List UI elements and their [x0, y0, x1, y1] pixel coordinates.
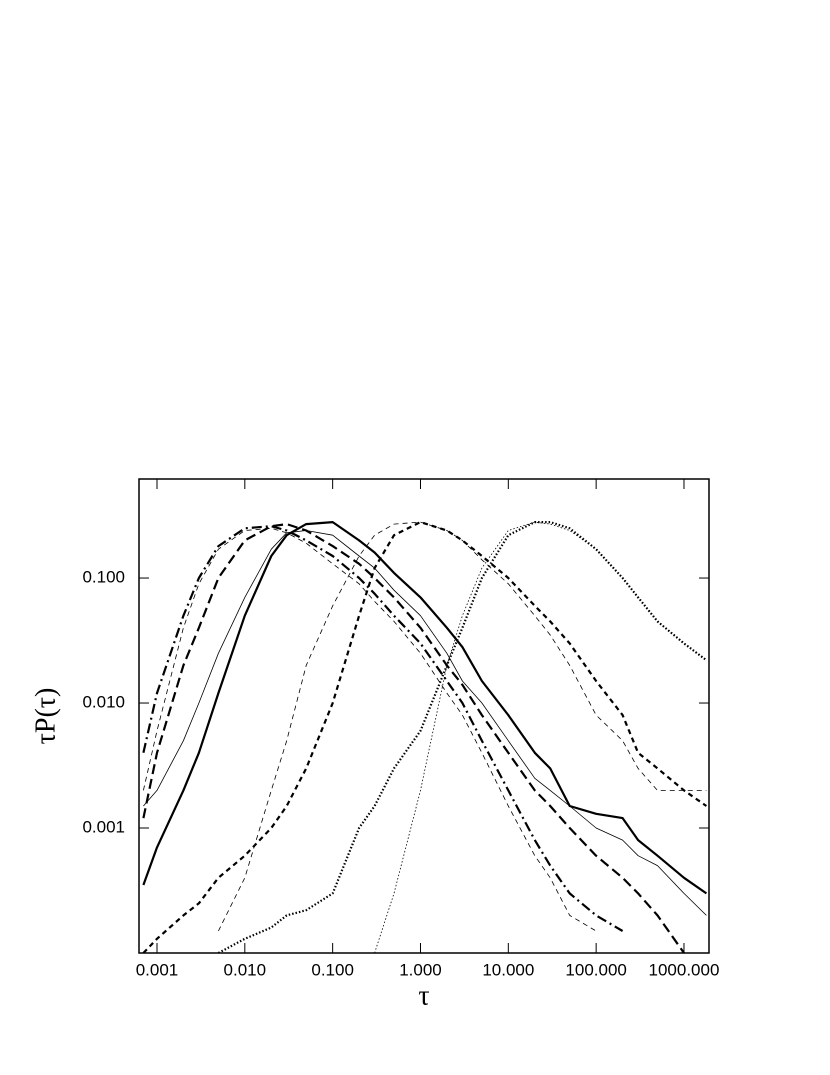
x-tick-label: 10.000 [482, 960, 534, 979]
data-line [218, 521, 707, 932]
x-tick-label: 0.100 [311, 960, 354, 979]
x-tick-label: 1000.000 [649, 960, 720, 979]
x-tick-label: 0.001 [136, 960, 179, 979]
x-axis-title: τ [418, 980, 429, 1011]
data-line [142, 523, 685, 953]
data-line [374, 521, 707, 953]
y-axis-title: τP(τ) [30, 688, 61, 745]
x-tick-label: 0.010 [224, 960, 267, 979]
data-line [142, 525, 624, 932]
plot-frame [138, 478, 710, 954]
y-tick-label: 0.100 [82, 568, 125, 587]
data-line [143, 527, 597, 932]
y-tick-label: 0.010 [82, 693, 125, 712]
data-line [217, 521, 708, 953]
plot-lines [142, 521, 708, 953]
y-tick-label: 0.001 [82, 817, 125, 836]
data-line [142, 521, 708, 953]
data-line [143, 530, 707, 916]
x-tick-label: 100.000 [565, 960, 626, 979]
data-line [142, 521, 708, 895]
x-tick-label: 1.000 [399, 960, 442, 979]
